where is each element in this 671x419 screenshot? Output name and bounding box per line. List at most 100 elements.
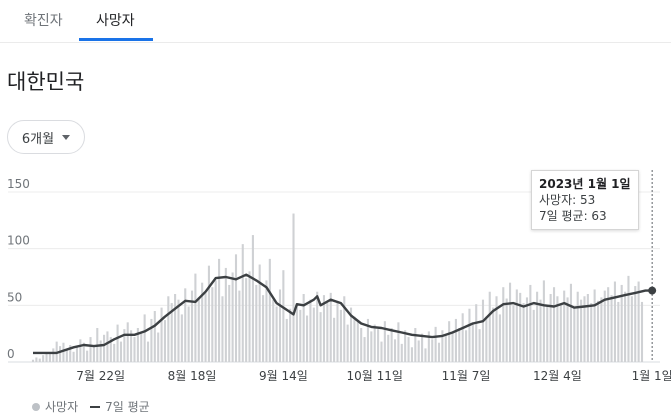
daily-deaths-bar [268, 258, 271, 362]
daily-deaths-bar [177, 299, 180, 362]
daily-deaths-bar [546, 306, 549, 362]
daily-deaths-bar [143, 314, 146, 362]
daily-deaths-bar [180, 314, 183, 362]
daily-deaths-bar [86, 350, 89, 362]
dropdown-caret-icon [62, 134, 71, 140]
daily-deaths-bar [613, 281, 616, 362]
daily-deaths-bar [31, 359, 35, 362]
daily-deaths-bar [593, 289, 596, 362]
daily-deaths-bar [197, 297, 200, 362]
daily-deaths-bar [366, 318, 369, 362]
daily-deaths-bar [434, 326, 437, 362]
daily-deaths-bar [69, 345, 72, 362]
daily-deaths-bar [519, 292, 522, 362]
daily-deaths-bar [302, 294, 305, 362]
daily-deaths-bar [103, 334, 106, 362]
daily-deaths-bar [377, 329, 380, 362]
legend-line-swatch [90, 405, 101, 408]
x-tick-label: 8월 18일 [168, 369, 217, 383]
daily-deaths-bar [346, 324, 349, 362]
x-tick-label: 9월 14일 [259, 369, 308, 383]
daily-deaths-bar [231, 272, 234, 362]
daily-deaths-bar [157, 332, 160, 362]
daily-deaths-bar [448, 321, 451, 362]
daily-deaths-bar [495, 296, 498, 362]
deaths-chart: 150 100 50 0 7월 22일 8월 18일 9월 14일 10월 11일 11월 7일… [7, 170, 671, 383]
daily-deaths-bar [424, 348, 427, 362]
x-tick-label: 10월 11일 [346, 369, 402, 383]
daily-deaths-bar [637, 281, 640, 362]
tab-bar: 확진자 사망자 [0, 0, 671, 43]
daily-deaths-bar [363, 337, 366, 362]
daily-deaths-bar [444, 334, 447, 362]
daily-deaths-bar [167, 296, 170, 362]
daily-deaths-bar [248, 271, 251, 362]
tab-cases[interactable]: 확진자 [24, 13, 63, 29]
tab-deaths[interactable]: 사망자 [96, 13, 135, 29]
daily-deaths-bar [360, 328, 363, 362]
daily-deaths-bar [349, 307, 353, 362]
daily-deaths-bar [123, 329, 126, 362]
time-range-dropdown[interactable]: 6개월 [7, 120, 85, 154]
daily-deaths-bar [299, 309, 302, 362]
daily-deaths-bar [542, 280, 545, 362]
daily-deaths-bar [306, 315, 309, 362]
daily-deaths-bar [190, 290, 194, 362]
daily-deaths-bar [536, 291, 539, 362]
daily-deaths-bar [312, 307, 315, 362]
daily-deaths-bar [465, 330, 468, 362]
daily-deaths-bar [580, 299, 583, 362]
chart-legend: 사망자 7일 평균 [32, 398, 150, 415]
daily-deaths-bar [525, 297, 529, 362]
daily-deaths-bar [539, 299, 542, 362]
daily-deaths-bar [522, 303, 525, 362]
daily-deaths-bar [624, 291, 627, 362]
tooltip-deaths: 사망자: 53 [539, 193, 596, 207]
daily-deaths-bar [153, 311, 156, 362]
daily-deaths-bar [214, 280, 217, 362]
daily-deaths-bar [596, 300, 600, 362]
daily-deaths-bar [265, 280, 268, 362]
daily-deaths-bar [187, 306, 190, 362]
daily-deaths-bar [339, 309, 342, 362]
daily-deaths-bar [194, 273, 197, 362]
x-tick-label: 12월 4일 [533, 369, 582, 383]
daily-deaths-bar [52, 348, 55, 362]
daily-deaths-bar [400, 343, 403, 362]
daily-deaths-bar [207, 265, 210, 362]
daily-deaths-bar [99, 340, 102, 362]
seven-day-average-line [33, 273, 653, 355]
legend-line-label: 7일 평균 [105, 400, 150, 414]
daily-deaths-bar [262, 295, 265, 362]
daily-deaths-bar [627, 275, 630, 362]
daily-deaths-bar [485, 316, 488, 362]
daily-deaths-bar [62, 342, 65, 362]
daily-deaths-bar [170, 303, 173, 362]
daily-deaths-bar [72, 351, 75, 362]
daily-deaths-bar [640, 301, 644, 362]
daily-deaths-bar [576, 291, 579, 362]
daily-deaths-bar [427, 331, 430, 362]
daily-deaths-bar [563, 290, 566, 362]
daily-deaths-bar [356, 321, 359, 362]
daily-deaths-bar [488, 291, 491, 362]
daily-deaths-bar [289, 308, 292, 362]
daily-deaths-bar [322, 295, 326, 362]
daily-deaths-bar [82, 342, 85, 362]
daily-deaths-bar [126, 322, 129, 362]
daily-deaths-bar [569, 283, 572, 362]
daily-deaths-bar [109, 337, 112, 362]
daily-deaths-bar [319, 312, 322, 362]
daily-deaths-bar [566, 297, 569, 362]
legend-bar-swatch [32, 402, 40, 411]
daily-deaths-bar [393, 339, 397, 362]
daily-deaths-bar [468, 308, 471, 362]
daily-deaths-bar [92, 346, 95, 362]
daily-deaths-bar [130, 330, 133, 362]
daily-deaths-bar [89, 337, 92, 362]
daily-deaths-bar [573, 307, 576, 362]
daily-deaths-bar [437, 342, 441, 362]
daily-deaths-bar [417, 340, 420, 362]
daily-deaths-bar [461, 313, 464, 362]
daily-deaths-bar [610, 295, 613, 362]
